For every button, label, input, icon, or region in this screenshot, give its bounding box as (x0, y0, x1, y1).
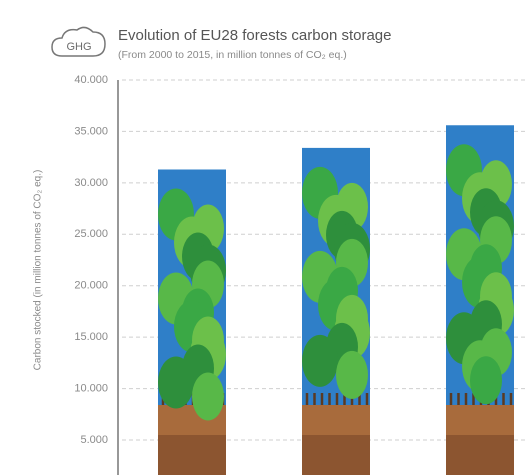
y-tick-label: 20.000 (74, 280, 108, 292)
y-tick-label: 5.000 (80, 434, 108, 446)
tree-crown (336, 350, 368, 399)
chart-title: Evolution of EU28 forests carbon storage (118, 27, 392, 44)
tree-crown (158, 356, 194, 409)
soil-dark (158, 435, 226, 475)
y-tick-label: 15.000 (74, 331, 108, 343)
y-tick-label: 30.000 (74, 177, 108, 189)
tree-crown (470, 356, 502, 405)
ghg-icon (51, 26, 106, 57)
chart-subtitle: (From 2000 to 2015, in million tonnes of… (118, 49, 347, 61)
soil-dark (302, 435, 370, 475)
y-tick-label: 35.000 (74, 125, 108, 137)
y-tick-label: 40.000 (74, 74, 108, 86)
icon-label: GHG (66, 41, 91, 53)
tree-crown (192, 372, 224, 421)
soil-dark (446, 435, 514, 475)
y-tick-label: 25.000 (74, 228, 108, 240)
y-axis-label: Carbon stocked (in million tonnes of CO₂… (33, 170, 44, 371)
y-tick-label: 10.000 (74, 383, 108, 395)
tree-crown (302, 334, 338, 387)
